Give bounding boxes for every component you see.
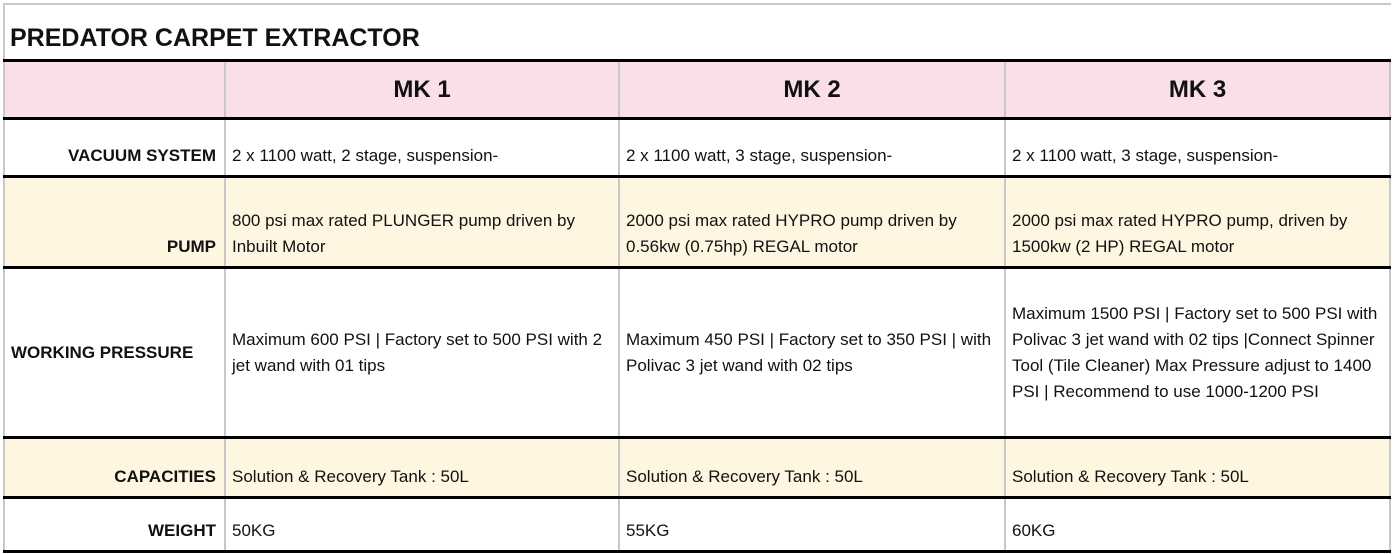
row-label: VACUUM SYSTEM (3, 117, 226, 178)
cell: Maximum 600 PSI | Factory set to 500 PSI… (224, 266, 620, 439)
table-row-vacuum: VACUUM SYSTEM 2 x 1100 watt, 2 stage, su… (3, 117, 1391, 178)
cell: 50KG (224, 496, 620, 553)
cell: 2 x 1100 watt, 2 stage, suspension- (224, 117, 620, 178)
cell: 2 x 1100 watt, 3 stage, suspension- (1004, 117, 1391, 178)
row-label: PUMP (3, 175, 226, 269)
cell: 60KG (1004, 496, 1391, 553)
cell: 800 psi max rated PLUNGER pump driven by… (224, 175, 620, 269)
cell: Maximum 1500 PSI | Factory set to 500 PS… (1004, 266, 1391, 439)
table-row-pump: PUMP 800 psi max rated PLUNGER pump driv… (3, 175, 1391, 269)
header-empty (3, 59, 226, 120)
cell: Maximum 450 PSI | Factory set to 350 PSI… (618, 266, 1006, 439)
cell: 2000 psi max rated HYPRO pump, driven by… (1004, 175, 1391, 269)
row-label: WORKING PRESSURE (3, 266, 226, 439)
cell: Solution & Recovery Tank : 50L (618, 436, 1006, 499)
table-row-capacities: CAPACITIES Solution & Recovery Tank : 50… (3, 436, 1391, 499)
cell: 2 x 1100 watt, 3 stage, suspension- (618, 117, 1006, 178)
table-row-weight: WEIGHT 50KG 55KG 60KG (3, 496, 1391, 553)
cell: Solution & Recovery Tank : 50L (224, 436, 620, 499)
row-label: CAPACITIES (3, 436, 226, 499)
cell: 2000 psi max rated HYPRO pump driven by … (618, 175, 1006, 269)
header-mk1: MK 1 (224, 59, 620, 120)
header-row: MK 1 MK 2 MK 3 (3, 59, 1391, 120)
header-mk3: MK 3 (1004, 59, 1391, 120)
row-label: WEIGHT (3, 496, 226, 553)
page-title: PREDATOR CARPET EXTRACTOR (10, 24, 420, 52)
cell: Solution & Recovery Tank : 50L (1004, 436, 1391, 499)
spec-table: MK 1 MK 2 MK 3 VACUUM SYSTEM 2 x 1100 wa… (3, 59, 1391, 553)
table-row-working-pressure: WORKING PRESSURE Maximum 600 PSI | Facto… (3, 266, 1391, 439)
cell: 55KG (618, 496, 1006, 553)
header-mk2: MK 2 (618, 59, 1006, 120)
